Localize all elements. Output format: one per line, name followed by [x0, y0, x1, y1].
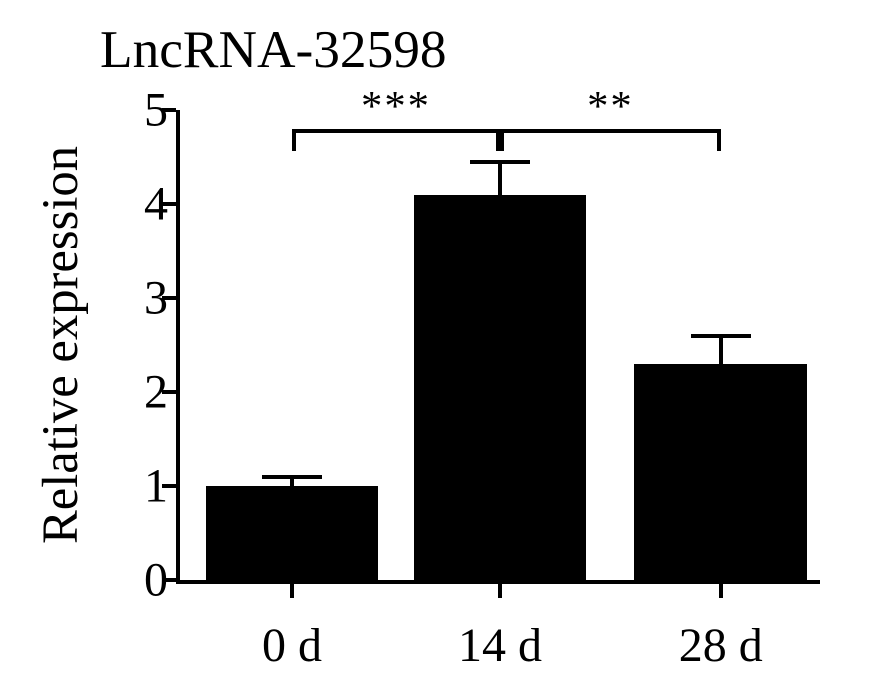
x-tick-mark: [290, 584, 294, 598]
bar: [206, 486, 379, 580]
y-tick-label: 3: [144, 271, 162, 326]
error-bar-cap: [262, 475, 322, 479]
error-bar-cap: [470, 160, 530, 164]
error-bar-stem: [719, 336, 723, 364]
plot-area: 0123450 d14 d28 d*****: [180, 110, 820, 580]
bar: [634, 364, 807, 580]
error-bar-cap: [691, 334, 751, 338]
y-tick-label: 2: [144, 365, 162, 420]
significance-label: ***: [361, 82, 431, 131]
x-tick-label: 0 d: [262, 618, 322, 673]
y-axis-line: [176, 110, 180, 584]
y-tick-label: 1: [144, 459, 162, 514]
y-tick-label: 4: [144, 177, 162, 232]
y-tick-label: 5: [144, 83, 162, 138]
x-tick-mark: [719, 584, 723, 598]
y-axis-label: Relative expression: [31, 146, 89, 544]
chart-title: LncRNA-32598: [100, 18, 447, 80]
significance-bracket-drop: [292, 129, 296, 151]
significance-bracket-drop: [717, 129, 721, 151]
x-tick-label: 14 d: [458, 618, 542, 673]
significance-bracket-drop: [500, 129, 504, 151]
y-tick-label: 0: [144, 553, 162, 608]
significance-label: **: [587, 82, 634, 131]
x-tick-label: 28 d: [679, 618, 763, 673]
bar: [414, 195, 587, 580]
x-tick-mark: [498, 584, 502, 598]
error-bar-stem: [498, 162, 502, 195]
figure: LncRNA-32598 0123450 d14 d28 d***** Rela…: [0, 0, 885, 698]
